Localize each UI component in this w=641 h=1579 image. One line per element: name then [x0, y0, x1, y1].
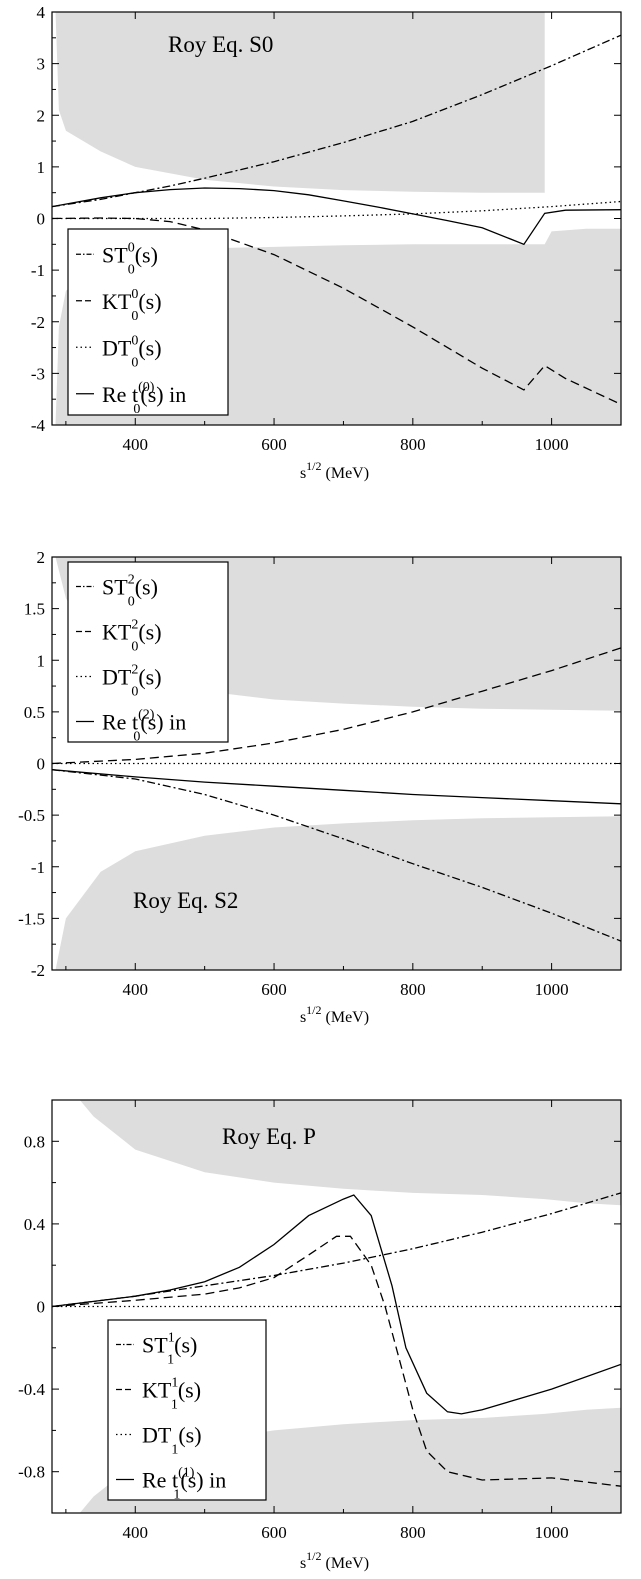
legend-entry-1: ST1 1(s): [142, 1331, 197, 1368]
y-tick-label: -2: [31, 961, 45, 980]
x-tick-label: 1000: [535, 1523, 569, 1542]
legend-entry-3: DT0 0(s): [102, 333, 162, 370]
x-tick-label: 400: [123, 980, 149, 999]
legend: ST0 0(s) KT0 0(s) DT0 0(s) Re t(0) 0(s) in: [67, 228, 229, 417]
y-tick-label: -2: [31, 313, 45, 332]
x-tick-label: 600: [261, 435, 287, 454]
legend-entry-3: DT1(s): [142, 1423, 202, 1458]
y-tick-label: 3: [37, 55, 46, 74]
y-tick-label: 0.4: [24, 1215, 46, 1234]
legend-box: [107, 1319, 267, 1501]
legend-entry-4: Re t(0) 0(s) in: [102, 380, 186, 417]
y-tick-label: 2: [37, 106, 46, 125]
lower-band: [55, 816, 621, 970]
chart-panel-3: -0.8 -0.4 0 0.4 0.8 400 600 800 1000 s1/2 (MeV) Roy…: [18, 1099, 622, 1572]
series-line-4: [52, 187, 621, 246]
y-tick-label: 0.5: [24, 703, 45, 722]
x-tick-label: 800: [400, 1523, 426, 1542]
y-tick-label: -1.5: [18, 909, 45, 928]
chart-panel-2: -2 -1.5 -1 -0.5 0 0.5 1 1.5 2 400 600 800 1000 s1/2 (M…: [18, 548, 622, 1026]
y-tick-label: -0.8: [18, 1463, 45, 1482]
legend-entry-4: Re t(1) 1(s) in: [142, 1466, 226, 1503]
y-tick-label: 2: [37, 548, 46, 567]
legend-entry-2: KT0 0(s): [102, 287, 162, 324]
panel-title: Roy Eq. S2: [133, 888, 238, 913]
upper-band: [55, 12, 545, 193]
x-tick-label: 400: [123, 1523, 149, 1542]
y-tick-label: 1: [37, 651, 46, 670]
legend-entry-3: DT2 0(s): [102, 663, 162, 700]
legend-entry-2: KT2 0(s): [102, 618, 162, 655]
series-line-4: [52, 769, 621, 805]
y-tick-label: 1: [37, 158, 46, 177]
legend-entry-1: ST0 0(s): [102, 240, 158, 277]
legend: ST1 1(s) KT1 1(s) DT1(s) Re t(1) 1(s) in: [107, 1319, 267, 1503]
series-line-2: [52, 1235, 621, 1487]
y-tick-label: -0.4: [18, 1380, 45, 1399]
y-tick-label: 0.8: [24, 1132, 45, 1151]
series-line-1: [52, 1192, 621, 1308]
y-tick-label: -4: [31, 416, 46, 435]
series-line-4: [52, 1194, 621, 1415]
legend-entry-2: KT1 1(s): [142, 1376, 201, 1413]
legend-box: [67, 561, 229, 743]
x-tick-label: 800: [400, 980, 426, 999]
legend: ST2 0(s) KT2 0(s) DT2 0(s) Re t(2) 0(s) in: [67, 561, 229, 745]
y-tick-label: 0: [37, 210, 46, 229]
x-tick-label: 1000: [535, 435, 569, 454]
y-tick-label: -3: [31, 364, 45, 383]
upper-band: [79, 1100, 621, 1206]
y-tick-label: 4: [37, 3, 46, 22]
series-line-2: [52, 647, 621, 765]
panel-title: Roy Eq. P: [222, 1124, 316, 1149]
y-tick-label: 0: [37, 1298, 46, 1317]
y-tick-label: -1: [31, 858, 45, 877]
legend-box: [67, 228, 229, 416]
y-tick-label: 1.5: [24, 600, 45, 619]
series-line-1: [52, 769, 621, 942]
y-tick-label: 0: [37, 755, 46, 774]
x-tick-label: 800: [400, 435, 426, 454]
x-tick-label: 400: [123, 435, 149, 454]
x-axis-label: s1/2 (MeV): [300, 1003, 369, 1026]
x-axis-label: s1/2 (MeV): [300, 459, 369, 482]
y-tick-label: -1: [31, 261, 45, 280]
legend-entry-1: ST2 0(s): [102, 573, 158, 610]
y-tick-label: -0.5: [18, 806, 45, 825]
series-line-3: [52, 200, 621, 220]
x-axis-label: s1/2 (MeV): [300, 1549, 369, 1572]
x-tick-label: 600: [261, 1523, 287, 1542]
panel-title: Roy Eq. S0: [168, 32, 273, 57]
x-tick-label: 600: [261, 980, 287, 999]
legend-entry-4: Re t(2) 0(s) in: [102, 708, 186, 745]
x-tick-label: 1000: [535, 980, 569, 999]
series-line-1: [52, 34, 621, 208]
chart-panel-1: -4 -3 -2 -1 0 1 2 3 4 400 600 800 1000 s1/2 (MeV) Roy E…: [31, 3, 622, 482]
